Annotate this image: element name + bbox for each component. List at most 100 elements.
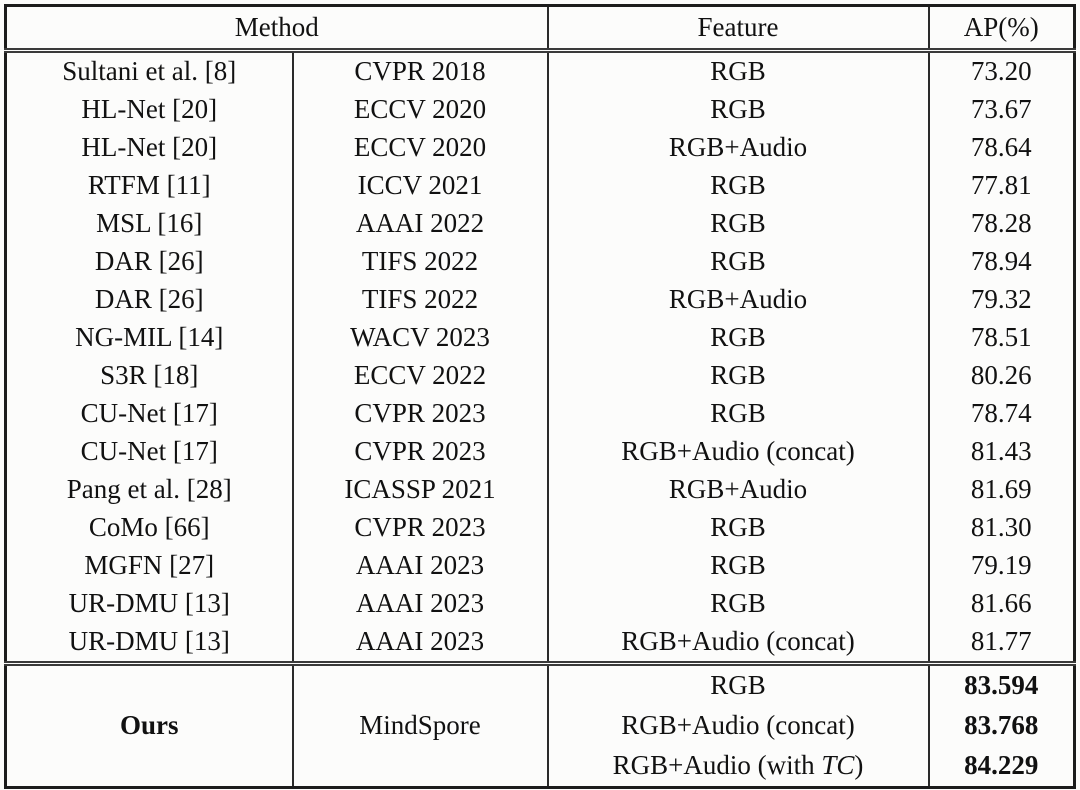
cell-ap: 73.20: [970, 56, 1032, 87]
cell-ap: 83.594: [928, 661, 1075, 706]
cell-venue-ours: MindSpore: [292, 661, 549, 788]
cell-method-ours: Ours: [5, 661, 294, 788]
cell-ap: 78.94: [970, 246, 1032, 277]
cell-ap: 78.64: [970, 132, 1032, 163]
cell-feature: RGB+Audio: [547, 281, 930, 319]
table-row: CoMo [66] CVPR 2023 RGB 81.30: [5, 509, 1075, 547]
header-row: Method Feature AP(%): [5, 5, 1075, 53]
cell-venue: TIFS 2022: [292, 243, 549, 281]
cell-ap: 73.67: [970, 94, 1032, 125]
table-row: DAR [26] TIFS 2022 RGB 78.94: [5, 243, 1075, 281]
cell-venue: ICCV 2021: [292, 167, 549, 205]
table-row: NG-MIL [14] WACV 2023 RGB 78.51: [5, 319, 1075, 357]
cell-method: DAR [26]: [5, 281, 294, 319]
cell-venue: ECCV 2020: [292, 91, 549, 129]
cell-feature: RGB: [547, 395, 930, 433]
table-row: CU-Net [17] CVPR 2023 RGB+Audio (concat)…: [5, 433, 1075, 471]
feature-text-italic: TC: [821, 750, 855, 781]
column-header-method: Method: [5, 5, 549, 53]
table-row: Pang et al. [28] ICASSP 2021 RGB+Audio 8…: [5, 471, 1075, 509]
cell-ap: 84.229: [964, 750, 1039, 781]
cell-venue: CVPR 2018: [292, 50, 549, 91]
cell-feature: RGB+Audio (concat): [547, 706, 930, 746]
cell-venue: ICASSP 2021: [292, 471, 549, 509]
cell-ap: 79.32: [970, 284, 1032, 315]
cell-method: HL-Net [20]: [5, 91, 294, 129]
cell-feature: RGB: [547, 205, 930, 243]
table-row: DAR [26] TIFS 2022 RGB+Audio 79.32: [5, 281, 1075, 319]
cell-ap: 81.77: [970, 626, 1032, 657]
cell-venue: AAAI 2023: [292, 547, 549, 585]
cell-venue: CVPR 2023: [292, 433, 549, 471]
cell-venue: TIFS 2022: [292, 281, 549, 319]
table-row: UR-DMU [13] AAAI 2023 RGB+Audio (concat)…: [5, 623, 1075, 664]
cell-venue: AAAI 2023: [292, 623, 549, 664]
table-row: HL-Net [20] ECCV 2020 RGB+Audio 78.64: [5, 129, 1075, 167]
cell-ap: 78.74: [970, 398, 1032, 429]
cell-feature: RGB: [547, 509, 930, 547]
table-row: CU-Net [17] CVPR 2023 RGB 78.74: [5, 395, 1075, 433]
cell-method: MSL [16]: [5, 205, 294, 243]
cell-ap: 78.51: [970, 322, 1032, 353]
cell-method: HL-Net [20]: [5, 129, 294, 167]
cell-feature: RGB: [547, 243, 930, 281]
cell-feature: RGB: [547, 547, 930, 585]
table-row: UR-DMU [13] AAAI 2023 RGB 81.66: [5, 585, 1075, 623]
cell-method: CU-Net [17]: [5, 395, 294, 433]
cell-feature: RGB: [547, 585, 930, 623]
cell-feature: RGB: [547, 50, 930, 91]
cell-method: UR-DMU [13]: [5, 623, 294, 664]
table-row: RTFM [11] ICCV 2021 RGB 77.81: [5, 167, 1075, 205]
cell-venue: WACV 2023: [292, 319, 549, 357]
table-row: MGFN [27] AAAI 2023 RGB 79.19: [5, 547, 1075, 585]
cell-venue: AAAI 2022: [292, 205, 549, 243]
cell-feature: RGB+Audio: [547, 471, 930, 509]
cell-feature: RGB: [547, 91, 930, 129]
cell-method: DAR [26]: [5, 243, 294, 281]
cell-method: UR-DMU [13]: [5, 585, 294, 623]
table-row: RGB+Audio (concat) 83.768: [6, 706, 1075, 746]
cell-ap: 81.66: [970, 588, 1032, 619]
table-row: HL-Net [20] ECCV 2020 RGB 73.67: [5, 91, 1075, 129]
table-row: RGB+Audio (with TC) 84.229: [6, 746, 1075, 788]
cell-ap: 81.30: [970, 512, 1032, 543]
table-row: Sultani et al. [8] CVPR 2018 RGB 73.20: [5, 50, 1075, 91]
table-body: Sultani et al. [8] CVPR 2018 RGB 73.20 H…: [5, 50, 1075, 664]
ours-section: Ours MindSpore RGB 83.594 RGB+Audio (con…: [5, 661, 1075, 788]
feature-text-suffix: ): [854, 750, 864, 781]
cell-feature: RGB+Audio (concat): [547, 433, 930, 471]
cell-method: Pang et al. [28]: [5, 471, 294, 509]
cell-ap: 81.69: [970, 474, 1032, 505]
table-row: Ours MindSpore RGB 83.594: [5, 661, 1075, 788]
cell-method: RTFM [11]: [5, 167, 294, 205]
feature-text-prefix: RGB+Audio (with: [612, 750, 822, 781]
cell-method: CU-Net [17]: [5, 433, 294, 471]
cell-method: Sultani et al. [8]: [5, 50, 294, 91]
cell-venue: CVPR 2023: [292, 395, 549, 433]
cell-method: NG-MIL [14]: [5, 319, 294, 357]
cell-ap: 83.768: [964, 710, 1039, 741]
cell-ap: 78.28: [970, 208, 1032, 239]
cell-venue: AAAI 2023: [292, 585, 549, 623]
cell-ap: 81.43: [970, 436, 1032, 467]
cell-feature: RGB+Audio (concat): [547, 623, 930, 664]
cell-method: MGFN [27]: [5, 547, 294, 585]
cell-feature: RGB+Audio (with TC): [547, 746, 930, 788]
cell-method: S3R [18]: [5, 357, 294, 395]
cell-feature: RGB: [547, 167, 930, 205]
cell-feature: RGB: [547, 661, 930, 706]
cell-ap: 77.81: [970, 170, 1032, 201]
column-header-ap: AP(%): [928, 5, 1075, 53]
results-table: Method Feature AP(%) Sultani et al. [8] …: [4, 4, 1076, 789]
cell-venue: CVPR 2023: [292, 509, 549, 547]
cell-venue: ECCV 2020: [292, 129, 549, 167]
cell-method: CoMo [66]: [5, 509, 294, 547]
cell-ap: 79.19: [970, 550, 1032, 581]
column-header-feature: Feature: [547, 5, 930, 53]
cell-feature: RGB: [547, 357, 930, 395]
cell-venue: ECCV 2022: [292, 357, 549, 395]
cell-feature: RGB: [547, 319, 930, 357]
table-row: MSL [16] AAAI 2022 RGB 78.28: [5, 205, 1075, 243]
cell-ap: 80.26: [970, 360, 1032, 391]
